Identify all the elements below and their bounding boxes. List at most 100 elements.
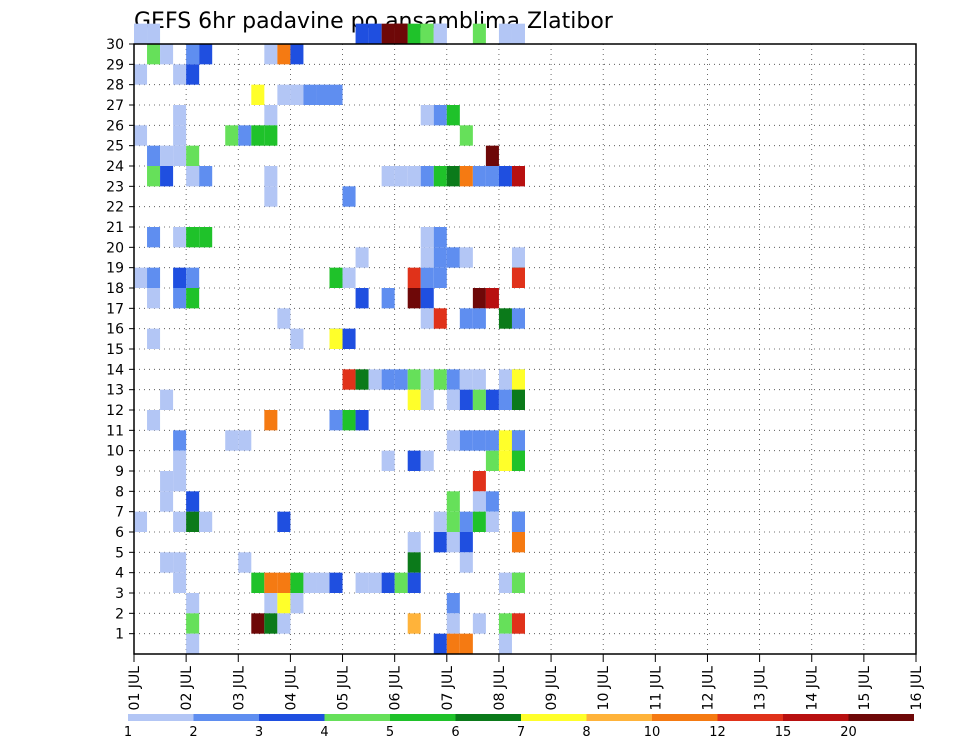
y-tick-label: 17 [106,301,124,317]
x-tick-label: 06 JUL [388,666,404,711]
heatmap-cell [420,227,434,248]
heatmap-cell [498,23,512,44]
heatmap-cell [511,166,525,187]
heatmap-cell [251,572,265,593]
y-tick-label: 26 [106,118,124,134]
heatmap-cell [472,23,486,44]
heatmap-cell [511,572,525,593]
colorbar-swatch [586,714,652,721]
heatmap-cell [511,308,525,329]
heatmap-cell [472,308,486,329]
heatmap-cell [186,511,200,532]
heatmap-cell [147,410,161,431]
heatmap-cell [472,369,486,390]
heatmap-cell [407,267,421,288]
heatmap-cell [277,84,291,105]
heatmap-cell [420,247,434,268]
heatmap-cell [485,288,499,309]
heatmap-cell [459,532,473,553]
heatmap-cell [368,572,382,593]
heatmap-cell [355,247,369,268]
x-tick-label: 10 JUL [596,666,612,711]
heatmap-cell [381,572,395,593]
y-tick-label: 19 [106,261,124,277]
y-tick-label: 15 [106,342,124,358]
heatmap-cell [186,633,200,654]
heatmap-cell [199,511,213,532]
y-tick-label: 14 [106,362,124,378]
heatmap-cell [342,369,356,390]
heatmap-cell [316,84,330,105]
heatmap-cell [407,552,421,573]
heatmap-cell [147,23,161,44]
y-tick-label: 12 [106,403,124,419]
heatmap-cell [433,267,447,288]
heatmap-cell [251,613,265,634]
heatmap-cell [134,267,148,288]
heatmap-cell [459,247,473,268]
y-tick-label: 18 [106,281,124,297]
heatmap-cell [498,450,512,471]
heatmap-cell [472,288,486,309]
heatmap-cell [173,267,187,288]
heatmap-cell [446,532,460,553]
heatmap-cell [173,430,187,451]
heatmap-cell [329,572,343,593]
x-tick-label: 11 JUL [648,666,664,711]
heatmap-cell [446,247,460,268]
colorbar-swatch [193,714,259,721]
y-tick-label: 2 [115,606,124,622]
heatmap-cell [277,572,291,593]
heatmap-cell [134,23,148,44]
heatmap-cell [147,288,161,309]
y-tick-label: 5 [115,545,124,561]
heatmap-cell [420,450,434,471]
colorbar-swatch [652,714,718,721]
heatmap-cell [186,145,200,166]
heatmap-cell [225,430,239,451]
colorbar-label: 2 [189,725,197,740]
colorbar-swatch [324,714,390,721]
heatmap-cell [173,288,187,309]
heatmap-cell [459,125,473,146]
heatmap-cell [186,593,200,614]
heatmap-cell [407,166,421,187]
y-tick-label: 8 [115,484,124,500]
heatmap-cell [472,430,486,451]
heatmap-cell [446,105,460,126]
heatmap-cell [134,64,148,85]
y-tick-label: 1 [115,627,124,643]
heatmap-cell [160,471,174,492]
heatmap-cell [277,613,291,634]
heatmap-cell [303,572,317,593]
heatmap-cell [147,44,161,65]
y-tick-label: 20 [106,240,124,256]
heatmap-cell [381,166,395,187]
y-tick-label: 23 [106,179,124,195]
heatmap-cell [355,288,369,309]
heatmap-cell [394,369,408,390]
heatmap-cell [433,633,447,654]
x-tick-label: 12 JUL [700,666,716,711]
colorbar-label: 6 [451,725,459,740]
heatmap-cell [264,44,278,65]
heatmap-cell [472,491,486,512]
heatmap-cell [472,613,486,634]
heatmap-cell [407,450,421,471]
heatmap-cell [173,552,187,573]
heatmap-cell [160,145,174,166]
heatmap-cell [420,105,434,126]
heatmap-cell [446,430,460,451]
heatmap-cell [290,572,304,593]
heatmap-cell [173,450,187,471]
heatmap-cell [459,166,473,187]
heatmap-cell [147,267,161,288]
heatmap-cell [459,511,473,532]
heatmap-cell [329,267,343,288]
heatmap-cell [355,23,369,44]
colorbar-swatch [455,714,521,721]
colorbar-label: 4 [320,725,328,740]
heatmap-cell [446,511,460,532]
colorbar-label: 5 [386,725,394,740]
